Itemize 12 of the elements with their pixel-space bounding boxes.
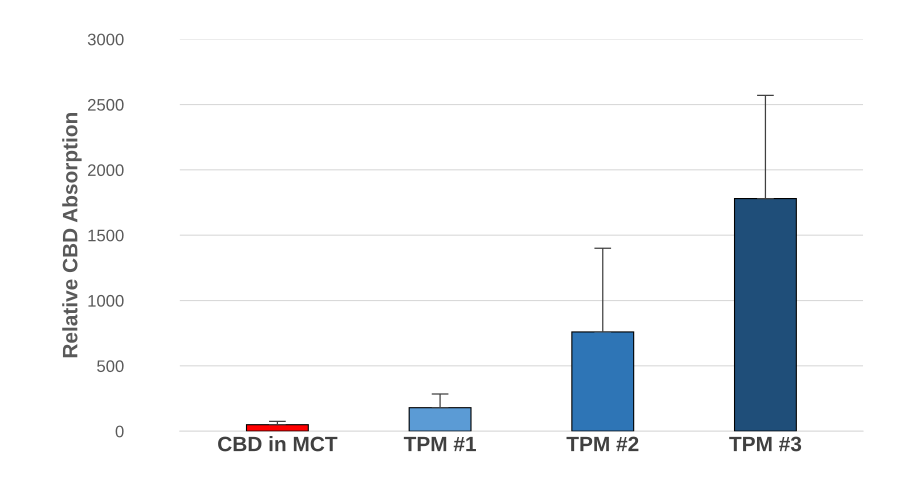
x-tick-label: CBD in MCT	[218, 436, 338, 452]
x-tick-label: TPM #3	[729, 436, 802, 452]
y-tick-label: 1000	[88, 294, 124, 307]
y-tick-label: 0	[116, 426, 124, 438]
y-tick-label: 3000	[88, 34, 124, 46]
y-axis-title: Relative CBD Absorption	[62, 113, 82, 358]
y-tick-label: 2000	[88, 164, 124, 176]
x-tick-label: TPM #2	[566, 436, 638, 452]
y-tick-label: 1500	[88, 230, 124, 242]
y-tick-label: 500	[97, 360, 124, 372]
y-tick-label: 2500	[88, 98, 124, 111]
x-tick-label: TPM #1	[404, 436, 476, 452]
